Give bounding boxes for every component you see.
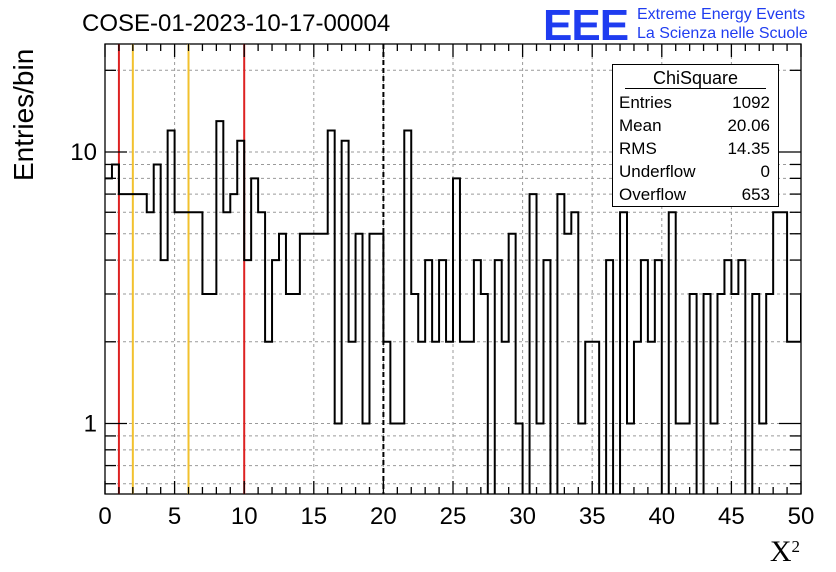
x-tick-label: 0 [98, 503, 111, 530]
histogram-step-line [105, 120, 801, 494]
stats-table: Entries 1092 Mean 20.06 RMS 14.35 Underflow… [613, 91, 778, 206]
stats-value: 20.06 [727, 116, 770, 135]
x-tick-label: 15 [300, 503, 327, 530]
x-tick-labels: 0 5 10 15 20 25 30 35 40 45 50 [98, 503, 814, 530]
logo-line-2: La Scienza nelle Scuole [637, 25, 808, 42]
chart-title: COSE-01-2023-10-17-00004 [82, 10, 391, 37]
x-tick-label: 45 [718, 503, 745, 530]
x-tick-label: 40 [648, 503, 675, 530]
y-tick-labels: 1 10 [70, 139, 97, 437]
y-tick-label: 10 [70, 139, 97, 166]
x-tick-label: 50 [788, 503, 815, 530]
stats-label: Overflow [619, 185, 687, 204]
stats-row: Entries 1092 [613, 91, 778, 114]
x-tick-label: 5 [168, 503, 181, 530]
stats-title: ChiSquare [624, 68, 767, 89]
reference-lines [117, 44, 385, 494]
stats-label: Entries [619, 93, 672, 112]
x-tick-label: 25 [440, 503, 467, 530]
x-axis-label: X2 [769, 535, 800, 568]
axis-ticks [104, 44, 802, 494]
x-tick-label: 30 [509, 503, 536, 530]
x-tick-label: 35 [579, 503, 606, 530]
stats-row: Overflow 653 [613, 183, 778, 206]
stats-label: Underflow [619, 162, 696, 181]
x-tick-label: 20 [370, 503, 397, 530]
stats-row: RMS 14.35 [613, 137, 778, 160]
stats-label: Mean [619, 116, 662, 135]
stats-value: 0 [760, 162, 770, 181]
x-tick-label: 10 [231, 503, 258, 530]
stats-row: Underflow 0 [613, 160, 778, 183]
y-axis-label: Entries/bin [8, 48, 39, 181]
stats-value: 653 [741, 185, 770, 204]
stats-label: RMS [619, 139, 657, 158]
stats-value: 1092 [732, 93, 770, 112]
y-tick-label: 1 [84, 411, 97, 438]
stats-box: ChiSquare Entries 1092 Mean 20.06 RMS 14.35… [612, 64, 779, 207]
stats-value: 14.35 [727, 139, 770, 158]
logo-line-1: Extreme Energy Events [637, 6, 806, 23]
eee-logo: EEE [543, 1, 629, 50]
stats-row: Mean 20.06 [613, 114, 778, 137]
